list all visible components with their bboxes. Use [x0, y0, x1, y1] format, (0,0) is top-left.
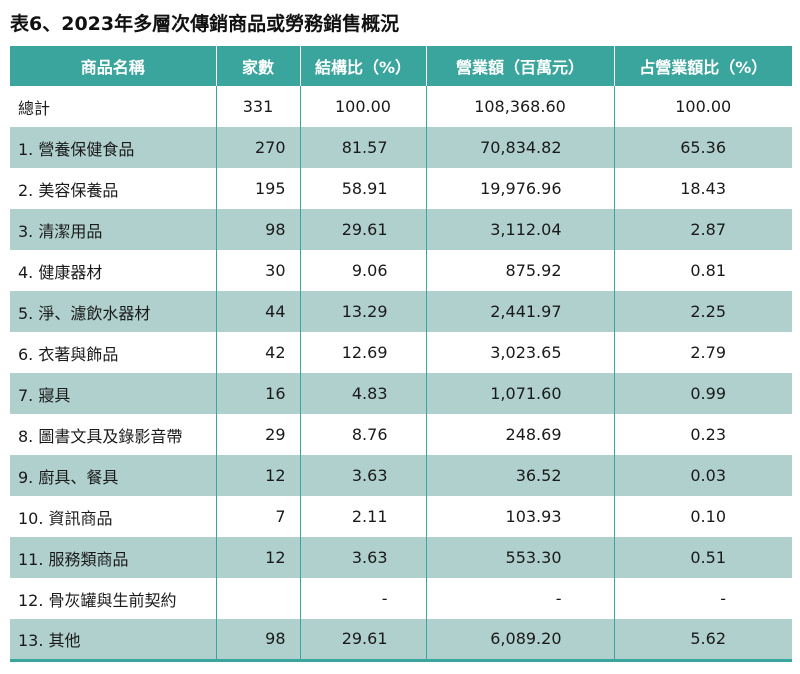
table-row: 8. 圖書文具及錄影音帶 29 8.76 248.69 0.23: [10, 414, 792, 455]
header-structure-ratio: 結構比（%）: [299, 46, 426, 86]
cell-name: 5. 淨、濾飲水器材: [18, 303, 151, 323]
header-firms: 家數: [215, 46, 300, 86]
cell-structure: 12.69: [299, 332, 426, 373]
table-row: 9. 廚具、餐具 12 3.63 36.52 0.03: [10, 455, 792, 496]
table-row: 1. 營養保健食品 270 81.57 70,834.82 65.36: [10, 127, 792, 168]
table-row: 2. 美容保養品 195 58.91 19,976.96 18.43: [10, 168, 792, 209]
sales-table: 商品名稱 家數 結構比（%） 營業額（百萬元） 占營業額比（%） 總計 331 …: [10, 46, 792, 662]
table-header-row: 商品名稱 家數 結構比（%） 營業額（百萬元） 占營業額比（%）: [10, 46, 792, 86]
cell-name: 2. 美容保養品: [18, 180, 119, 200]
table-row: 4. 健康器材 30 9.06 875.92 0.81: [10, 250, 792, 291]
table-row: 12. 骨灰罐與生前契約 - - -: [10, 578, 792, 619]
cell-name: 8. 圖書文具及錄影音帶: [18, 426, 183, 446]
cell-revenue: 6,089.20: [425, 619, 614, 660]
header-revenue: 營業額（百萬元）: [425, 46, 614, 86]
cell-share: 2.87: [613, 209, 792, 250]
cell-revenue: 70,834.82: [425, 127, 614, 168]
cell-firms: 12: [215, 537, 300, 578]
cell-share: 0.51: [613, 537, 792, 578]
cell-firms: 7: [215, 496, 300, 537]
cell-name: 12. 骨灰罐與生前契約: [18, 590, 177, 610]
cell-structure: 2.11: [299, 496, 426, 537]
cell-revenue: 875.92: [425, 250, 614, 291]
cell-firms: 195: [215, 168, 300, 209]
cell-share: 18.43: [613, 168, 792, 209]
cell-name: 1. 營養保健食品: [18, 139, 135, 159]
table-row: 6. 衣著與飾品 42 12.69 3,023.65 2.79: [10, 332, 792, 373]
cell-firms: 44: [215, 291, 300, 332]
cell-firms: 12: [215, 455, 300, 496]
cell-revenue: 1,071.60: [425, 373, 614, 414]
cell-share: 65.36: [613, 127, 792, 168]
cell-share: 2.25: [613, 291, 792, 332]
cell-structure: 100.00: [299, 86, 426, 127]
cell-revenue: -: [425, 578, 614, 619]
cell-name: 6. 衣著與飾品: [18, 344, 119, 364]
cell-name: 13. 其他: [18, 630, 81, 650]
table-row: 11. 服務類商品 12 3.63 553.30 0.51: [10, 537, 792, 578]
cell-revenue: 103.93: [425, 496, 614, 537]
cell-structure: 8.76: [299, 414, 426, 455]
header-revenue-share: 占營業額比（%）: [613, 46, 792, 86]
table-row: 7. 寢具 16 4.83 1,071.60 0.99: [10, 373, 792, 414]
cell-revenue: 553.30: [425, 537, 614, 578]
cell-share: 100.00: [613, 86, 792, 127]
cell-firms: 98: [215, 209, 300, 250]
cell-structure: 29.61: [299, 209, 426, 250]
cell-name: 3. 清潔用品: [18, 221, 103, 241]
cell-firms: 98: [215, 619, 300, 660]
cell-revenue: 3,023.65: [425, 332, 614, 373]
cell-name: 4. 健康器材: [18, 262, 103, 282]
table-row: 3. 清潔用品 98 29.61 3,112.04 2.87: [10, 209, 792, 250]
cell-share: 0.81: [613, 250, 792, 291]
cell-structure: 58.91: [299, 168, 426, 209]
cell-share: 0.23: [613, 414, 792, 455]
cell-name: 7. 寢具: [18, 385, 71, 405]
cell-share: 0.03: [613, 455, 792, 496]
total-row: 總計 331 100.00 108,368.60 100.00: [10, 86, 792, 127]
table-row: 13. 其他 98 29.61 6,089.20 5.62: [10, 619, 792, 660]
cell-firms: 331: [215, 86, 300, 127]
cell-structure: 9.06: [299, 250, 426, 291]
cell-structure: 13.29: [299, 291, 426, 332]
cell-share: 2.79: [613, 332, 792, 373]
cell-share: 0.10: [613, 496, 792, 537]
cell-structure: 29.61: [299, 619, 426, 660]
cell-share: 0.99: [613, 373, 792, 414]
cell-revenue: 3,112.04: [425, 209, 614, 250]
cell-structure: 4.83: [299, 373, 426, 414]
cell-revenue: 2,441.97: [425, 291, 614, 332]
cell-revenue: 108,368.60: [425, 86, 614, 127]
cell-structure: 3.63: [299, 537, 426, 578]
cell-name: 總計: [18, 98, 51, 118]
cell-firms: 16: [215, 373, 300, 414]
cell-firms: 30: [215, 250, 300, 291]
cell-firms: 42: [215, 332, 300, 373]
cell-name: 10. 資訊商品: [18, 508, 113, 528]
cell-firms: [215, 578, 300, 619]
cell-structure: 81.57: [299, 127, 426, 168]
table-row: 10. 資訊商品 7 2.11 103.93 0.10: [10, 496, 792, 537]
cell-revenue: 19,976.96: [425, 168, 614, 209]
cell-share: 5.62: [613, 619, 792, 660]
table-title: 表6、2023年多層次傳銷商品或勞務銷售概況: [10, 13, 400, 35]
cell-firms: 29: [215, 414, 300, 455]
cell-structure: 3.63: [299, 455, 426, 496]
cell-revenue: 36.52: [425, 455, 614, 496]
cell-structure: -: [299, 578, 426, 619]
table-row: 5. 淨、濾飲水器材 44 13.29 2,441.97 2.25: [10, 291, 792, 332]
cell-name: 11. 服務類商品: [18, 549, 129, 569]
cell-revenue: 248.69: [425, 414, 614, 455]
header-product-name: 商品名稱: [80, 58, 145, 77]
cell-firms: 270: [215, 127, 300, 168]
cell-share: -: [613, 578, 792, 619]
cell-name: 9. 廚具、餐具: [18, 467, 119, 487]
